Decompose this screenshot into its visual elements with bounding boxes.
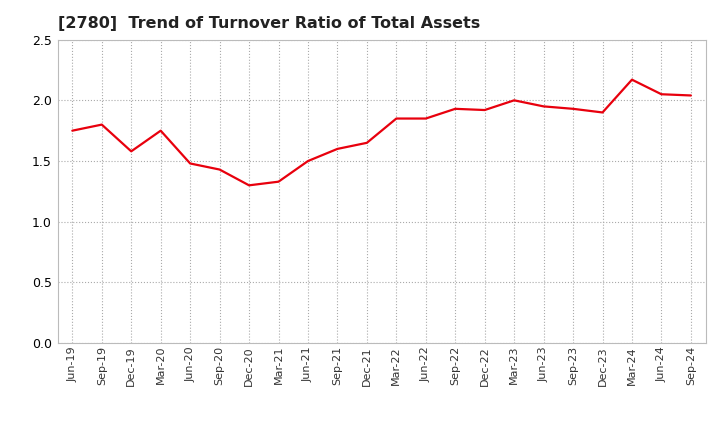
Text: [2780]  Trend of Turnover Ratio of Total Assets: [2780] Trend of Turnover Ratio of Total … [58, 16, 480, 32]
